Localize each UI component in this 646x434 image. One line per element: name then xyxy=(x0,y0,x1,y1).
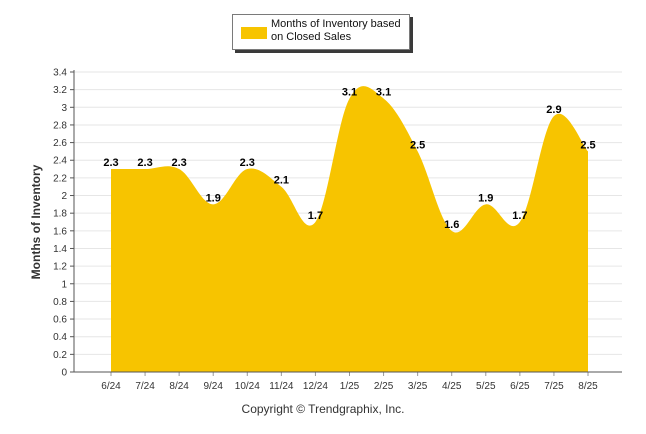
data-label: 2.9 xyxy=(546,104,561,116)
y-tick-label: 2.6 xyxy=(53,138,67,149)
x-tick-label: 7/24 xyxy=(135,381,155,392)
y-tick-label: 2.2 xyxy=(53,173,67,184)
area-series xyxy=(111,86,588,372)
y-tick-label: 1.4 xyxy=(53,244,67,255)
x-tick-label: 4/25 xyxy=(442,381,462,392)
y-tick-label: 2.8 xyxy=(53,120,67,131)
x-tick-label: 6/25 xyxy=(510,381,530,392)
data-label: 2.5 xyxy=(410,139,425,151)
y-tick-label: 1.8 xyxy=(53,209,67,220)
copyright-footer: Copyright © Trendgraphix, Inc. xyxy=(241,402,405,416)
y-tick-label: 1.2 xyxy=(53,262,67,273)
data-label: 1.6 xyxy=(444,219,459,231)
x-tick-label: 2/25 xyxy=(374,381,394,392)
y-tick-label: 2.4 xyxy=(53,156,67,167)
y-tick-label: 3.2 xyxy=(53,85,67,96)
legend-swatch xyxy=(241,27,267,39)
data-label: 1.7 xyxy=(308,210,323,222)
data-label: 2.3 xyxy=(103,157,118,169)
data-label: 2.1 xyxy=(274,175,289,187)
x-tick-label: 11/24 xyxy=(269,381,294,392)
data-label: 3.1 xyxy=(342,86,357,98)
legend: Months of Inventory based on Closed Sale… xyxy=(232,14,410,50)
data-labels: 2.3 2.3 2.3 1.9 2.3 2.1 1.7 3.1 3.1 2.5 1.6 1.9 1.7 2… xyxy=(103,86,595,230)
axes: 0 0.2 0.4 0.6 0.8 1 1.2 1.4 1.6 1.8 2 2.2 2.4 2.6 2.8 3… xyxy=(53,68,622,392)
y-axis-label: Months of Inventory xyxy=(29,164,43,279)
x-tick-label: 6/24 xyxy=(101,381,121,392)
y-tick-label: 0.2 xyxy=(53,350,67,361)
x-tick-label: 10/24 xyxy=(235,381,260,392)
y-tick-label: 1 xyxy=(61,279,67,290)
y-tick-label: 0 xyxy=(61,368,67,379)
legend-label: Months of Inventory based on Closed Sale… xyxy=(271,18,401,43)
y-tick-label: 1.6 xyxy=(53,226,67,237)
data-label: 3.1 xyxy=(376,86,391,98)
x-tick-label: 3/25 xyxy=(408,381,428,392)
data-label: 2.3 xyxy=(137,157,152,169)
y-tick-label: 3.4 xyxy=(53,68,67,79)
y-tick-label: 0.4 xyxy=(53,332,67,343)
area-fill xyxy=(111,86,588,372)
x-tick-label: 8/25 xyxy=(578,381,598,392)
y-tick-label: 0.8 xyxy=(53,297,67,308)
y-tick-label: 3 xyxy=(61,103,67,114)
x-tick-label: 12/24 xyxy=(303,381,328,392)
x-tick-label: 9/24 xyxy=(203,381,223,392)
data-label: 1.7 xyxy=(512,210,527,222)
data-label: 2.5 xyxy=(580,139,595,151)
y-tick-label: 0.6 xyxy=(53,315,67,326)
x-tick-label: 7/25 xyxy=(544,381,564,392)
x-tick-label: 8/24 xyxy=(169,381,189,392)
x-tick-label: 1/25 xyxy=(340,381,360,392)
data-label: 1.9 xyxy=(206,192,221,204)
y-tick-label: 2 xyxy=(61,191,67,202)
x-tick-label: 5/25 xyxy=(476,381,496,392)
data-label: 2.3 xyxy=(171,157,186,169)
data-label: 1.9 xyxy=(478,192,493,204)
data-label: 2.3 xyxy=(240,157,255,169)
